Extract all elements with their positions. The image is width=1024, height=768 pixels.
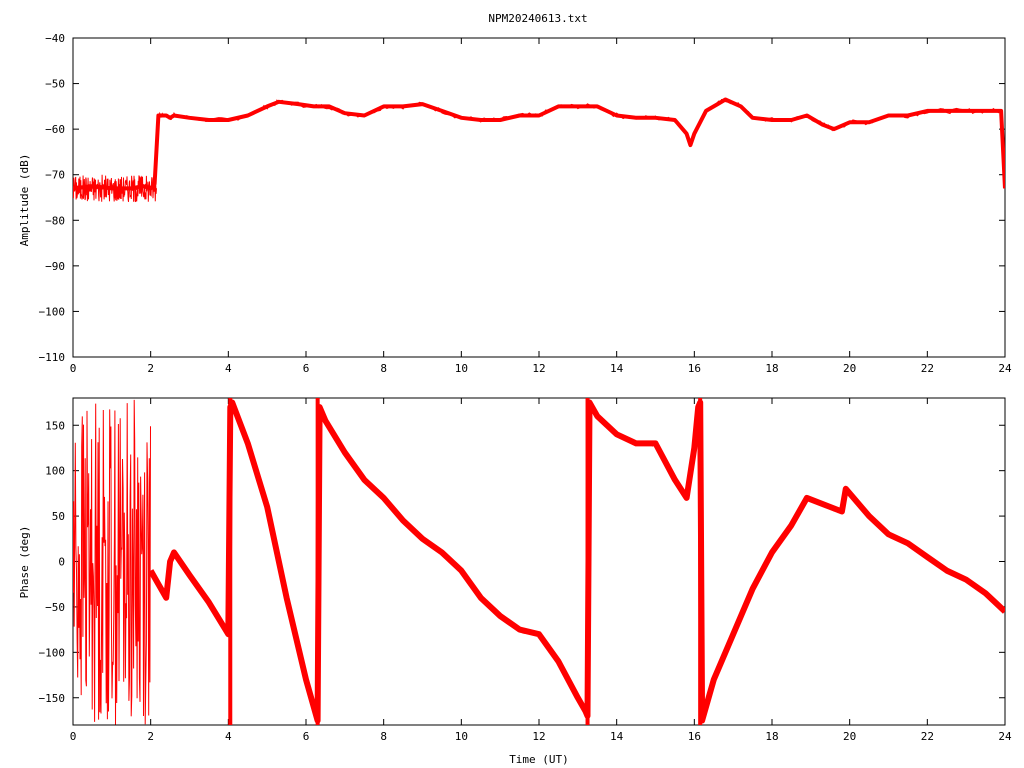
x-tick-label: 16: [688, 730, 701, 743]
series-noise: [150, 400, 1003, 719]
x-tick-label: 22: [921, 362, 934, 375]
x-tick-label: 24: [998, 362, 1012, 375]
y-tick-label: 0: [58, 556, 65, 569]
y-tick-label: 150: [45, 419, 65, 432]
amplitude-axis-label: Amplitude (dB): [18, 154, 31, 247]
x-tick-label: 8: [380, 730, 387, 743]
y-tick-label: −40: [45, 32, 65, 45]
x-tick-label: 18: [765, 730, 778, 743]
y-tick-label: −100: [39, 646, 66, 659]
x-tick-label: 14: [610, 730, 624, 743]
x-tick-label: 0: [70, 362, 77, 375]
time-axis-label: Time (UT): [509, 753, 569, 766]
phase-axis-label: Phase (deg): [18, 526, 31, 599]
y-tick-label: 100: [45, 465, 65, 478]
x-tick-label: 18: [765, 362, 778, 375]
y-tick-label: −150: [39, 692, 66, 705]
series-line: [73, 97, 1005, 191]
phase-wrap: [228, 398, 233, 725]
early-phase-noise: [73, 399, 151, 725]
y-tick-label: −90: [45, 260, 65, 273]
x-tick-label: 4: [225, 730, 232, 743]
x-tick-label: 8: [380, 362, 387, 375]
x-tick-label: 2: [147, 730, 154, 743]
chart-title: NPM20240613.txt: [488, 12, 587, 25]
x-tick-label: 2: [147, 362, 154, 375]
y-tick-label: −110: [39, 351, 66, 364]
y-tick-label: 50: [52, 510, 65, 523]
x-tick-label: 24: [998, 730, 1012, 743]
x-tick-label: 16: [688, 362, 701, 375]
data-area: [73, 97, 1005, 203]
series-noise: [73, 99, 1005, 192]
amplitude-panel: 0 2 4 6 8 10 12 14 16 18 20 22 24−40−50−60−70−80−90−…: [39, 32, 1012, 375]
y-tick-label: −80: [45, 214, 65, 227]
x-tick-label: 20: [843, 362, 856, 375]
x-tick-label: 20: [843, 730, 856, 743]
x-tick-label: 14: [610, 362, 624, 375]
phase-wrap: [698, 398, 703, 725]
plot-frame: [72, 397, 1006, 726]
phase-wrap: [585, 398, 590, 725]
y-tick-label: −50: [45, 78, 65, 91]
y-tick-label: −70: [45, 169, 65, 182]
plot-frame: [72, 37, 1006, 358]
x-tick-label: 0: [70, 730, 77, 743]
data-area: [73, 398, 1005, 725]
x-tick-label: 22: [921, 730, 934, 743]
x-tick-label: 6: [303, 730, 310, 743]
y-tick-label: −60: [45, 123, 65, 136]
x-tick-label: 12: [532, 730, 545, 743]
early-noise: [73, 174, 157, 203]
x-tick-label: 6: [303, 362, 310, 375]
y-tick-label: −50: [45, 601, 65, 614]
phase-wrap: [315, 398, 320, 725]
x-tick-label: 10: [455, 362, 468, 375]
x-tick-label: 4: [225, 362, 232, 375]
x-tick-label: 12: [532, 362, 545, 375]
phase-panel: 0 2 4 6 8 10 12 14 16 18 20 22 24150100500−50−100−15…: [39, 397, 1012, 743]
y-tick-label: −100: [39, 305, 66, 318]
x-tick-label: 10: [455, 730, 468, 743]
